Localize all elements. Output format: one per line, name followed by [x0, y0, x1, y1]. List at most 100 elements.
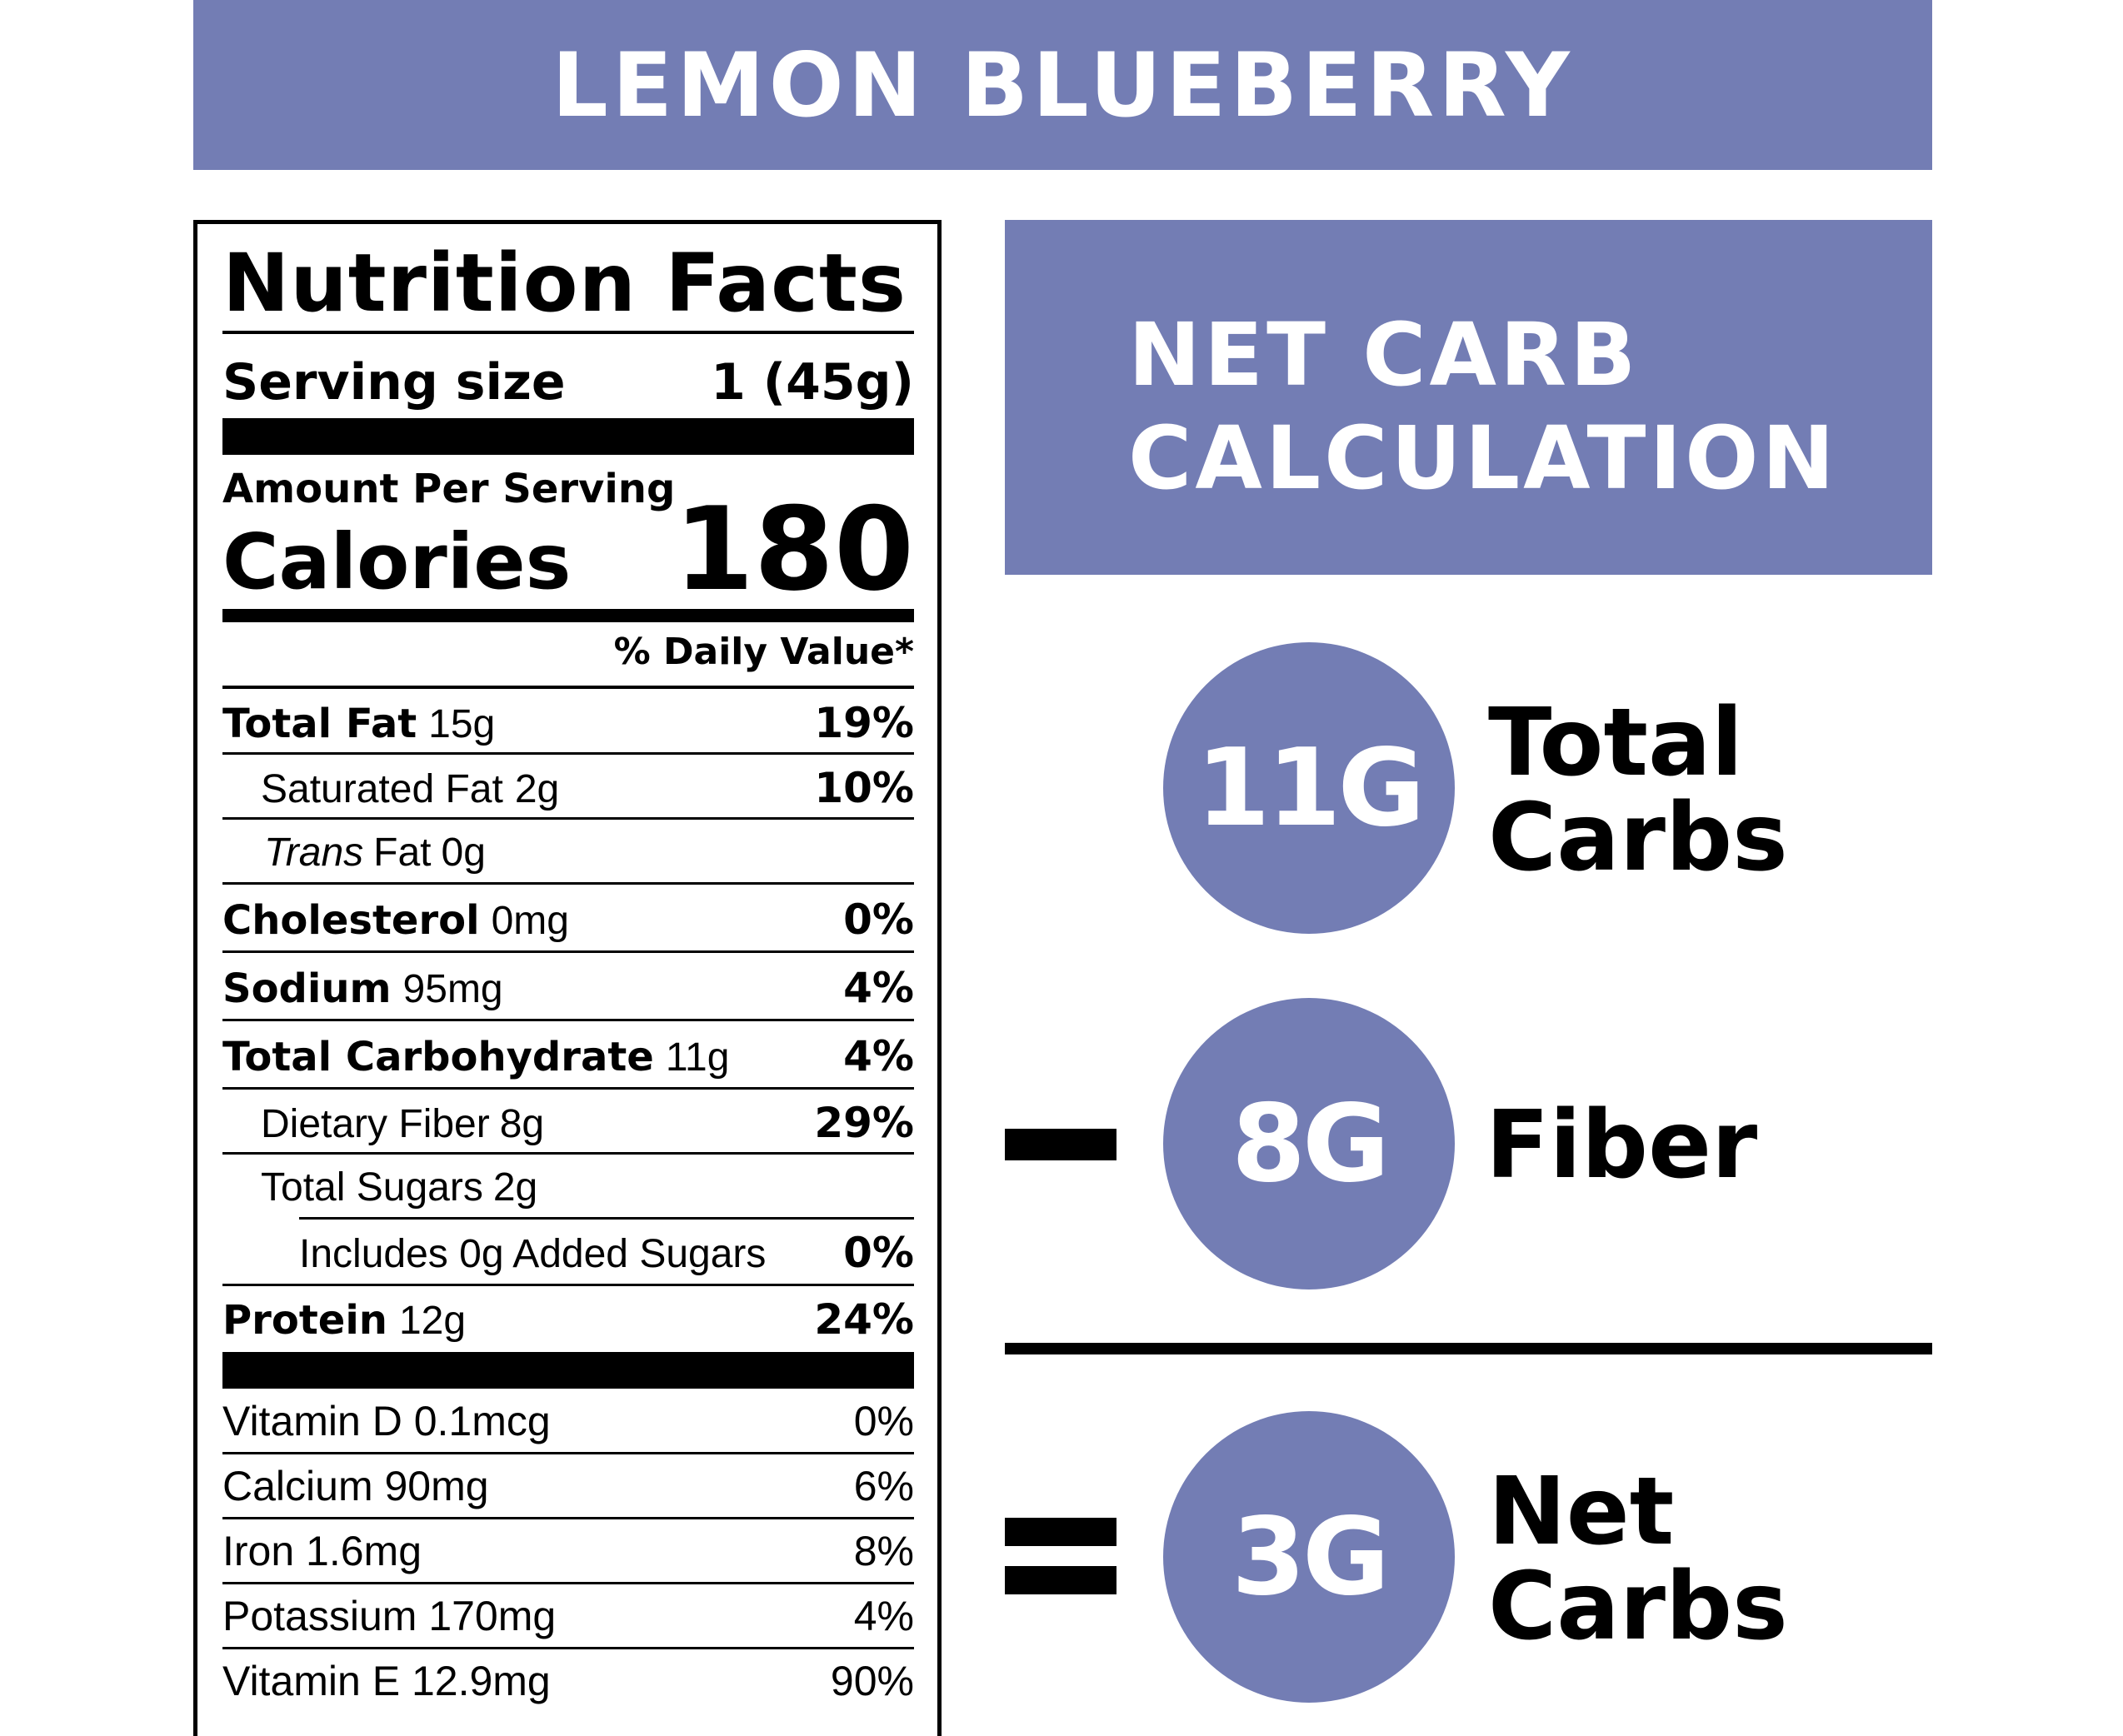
thick-divider — [222, 418, 914, 455]
nutrient-amount: 2g — [492, 1165, 538, 1210]
divider — [222, 331, 914, 334]
nutrition-facts-label: Nutrition Facts Serving size 1 (45g) Amo… — [193, 220, 942, 1736]
vitamin-name: Calcium 90mg — [222, 1463, 489, 1509]
net-carbs-value: 3G — [1231, 1494, 1390, 1619]
total-carbs-label: Total Carbs — [1488, 696, 1788, 885]
serving-size-value: 1 (45g) — [711, 353, 914, 412]
nutrient-row-sodium: Sodium 95mg 4% — [222, 964, 914, 1012]
vitamin-row-iron: Iron 1.6mg 8% — [222, 1527, 914, 1575]
nutrient-name: Cholesterol — [222, 897, 480, 944]
nutrient-amount: 2g — [514, 767, 560, 811]
nutrient-row-protein: Protein 12g 24% — [222, 1295, 914, 1344]
net-carb-title-line1: NET CARB — [1128, 304, 1640, 406]
vitamin-dv: 90% — [830, 1658, 914, 1704]
total-carbs-label-line2: Carbs — [1488, 784, 1788, 892]
divider — [299, 1217, 914, 1220]
nutrient-row-dietary-fiber: Dietary Fiber 8g 29% — [222, 1099, 914, 1147]
total-carbs-value: 11G — [1196, 726, 1425, 851]
serving-size-label: Serving size — [222, 353, 566, 412]
nutrient-dv: 24% — [814, 1295, 914, 1344]
net-carbs-label-line1: Net — [1488, 1458, 1675, 1566]
nutrient-row-total-fat: Total Fat 15g 19% — [222, 699, 914, 747]
nutrient-row-total-sugars: Total Sugars 2g — [222, 1164, 914, 1210]
vitamin-name: Vitamin E 12.9mg — [222, 1658, 551, 1704]
total-carbs-circle: 11G — [1163, 642, 1455, 934]
net-carb-header: NET CARB CALCULATION — [1005, 220, 1932, 575]
nutrient-dv: 19% — [814, 699, 914, 747]
nutrient-dv: 0% — [843, 1229, 914, 1277]
nutrient-amount: 95mg — [402, 967, 503, 1011]
calories-label: Calories — [222, 517, 572, 606]
product-title: LEMON BLUEBERRY — [552, 33, 1574, 137]
vitamin-name: Potassium 170mg — [222, 1593, 557, 1639]
net-carb-title: NET CARB CALCULATION — [1128, 303, 1838, 510]
vitamin-dv: 6% — [853, 1463, 914, 1509]
divider — [222, 882, 914, 885]
divider — [222, 1152, 914, 1155]
nutrient-name: Total Carbohydrate — [222, 1034, 654, 1080]
minus-sign — [1005, 1129, 1116, 1160]
divider — [222, 1087, 914, 1090]
sum-line — [1005, 1343, 1932, 1354]
nutrient-name-italic: Trans — [264, 831, 364, 875]
nutrient-row-added-sugars: Includes 0g Added Sugars 0% — [222, 1229, 914, 1277]
nutrient-amount: 0mg — [491, 899, 569, 943]
divider — [222, 1582, 914, 1584]
divider — [222, 817, 914, 820]
nutrient-name: Protein — [222, 1297, 387, 1344]
net-carbs-label: Net Carbs — [1488, 1464, 1788, 1654]
equals-sign-bottom — [1005, 1566, 1116, 1594]
daily-value-header: % Daily Value* — [613, 631, 914, 673]
net-carb-title-line2: CALCULATION — [1128, 407, 1838, 509]
nutrient-dv: 29% — [814, 1099, 914, 1147]
vitamin-row-d: Vitamin D 0.1mcg 0% — [222, 1397, 914, 1445]
nutrient-name: Total Fat — [222, 701, 417, 747]
divider — [222, 1284, 914, 1286]
nutrient-dv: 4% — [843, 1032, 914, 1080]
divider — [222, 950, 914, 953]
fiber-circle: 8G — [1163, 998, 1455, 1290]
fiber-label: Fiber — [1486, 1091, 1758, 1200]
divider — [222, 1019, 914, 1021]
divider — [222, 1452, 914, 1454]
product-banner: LEMON BLUEBERRY — [193, 0, 1932, 170]
vitamin-row-e: Vitamin E 12.9mg 90% — [222, 1657, 914, 1705]
net-carbs-circle: 3G — [1163, 1411, 1455, 1703]
nutrient-name: Fat — [373, 831, 432, 875]
medium-divider — [222, 609, 914, 622]
nutrient-amount: 12g — [398, 1299, 467, 1343]
divider — [222, 752, 914, 755]
nutrient-row-trans-fat: Trans Fat 0g — [222, 829, 914, 875]
nutrient-amount: 8g — [499, 1102, 545, 1146]
nutrient-amount: 11g — [665, 1035, 730, 1080]
total-carbs-label-line1: Total — [1488, 689, 1743, 797]
nutrient-row-cholesterol: Cholesterol 0mg 0% — [222, 895, 914, 944]
nutrient-row-saturated-fat: Saturated Fat 2g 10% — [222, 764, 914, 812]
vitamin-name: Iron 1.6mg — [222, 1528, 422, 1574]
vitamin-dv: 4% — [853, 1593, 914, 1639]
nutrient-amount: 0g — [441, 831, 486, 875]
vitamin-dv: 0% — [853, 1398, 914, 1444]
nutrition-facts-title: Nutrition Facts — [222, 237, 907, 330]
net-carbs-label-line2: Carbs — [1488, 1553, 1788, 1661]
divider — [222, 1517, 914, 1519]
nutrient-dv: 4% — [843, 964, 914, 1012]
fiber-value: 8G — [1231, 1081, 1390, 1206]
equals-sign-top — [1005, 1518, 1116, 1546]
thick-divider — [222, 1352, 914, 1389]
nutrient-name: Includes 0g Added Sugars — [299, 1232, 767, 1276]
nutrient-name: Total Sugars — [261, 1165, 483, 1210]
vitamin-dv: 8% — [853, 1528, 914, 1574]
divider — [222, 686, 914, 689]
vitamin-row-calcium: Calcium 90mg 6% — [222, 1462, 914, 1510]
vitamin-row-potassium: Potassium 170mg 4% — [222, 1592, 914, 1640]
calories-value: 180 — [673, 482, 914, 616]
nutrient-name: Saturated Fat — [261, 767, 503, 811]
nutrient-row-total-carbohydrate: Total Carbohydrate 11g 4% — [222, 1032, 914, 1080]
amount-per-serving: Amount Per Serving — [222, 466, 676, 512]
nutrient-amount: 15g — [428, 702, 496, 746]
nutrient-dv: 0% — [843, 895, 914, 944]
nutrient-name: Sodium — [222, 965, 392, 1012]
divider — [222, 1647, 914, 1649]
vitamin-name: Vitamin D 0.1mcg — [222, 1398, 551, 1444]
